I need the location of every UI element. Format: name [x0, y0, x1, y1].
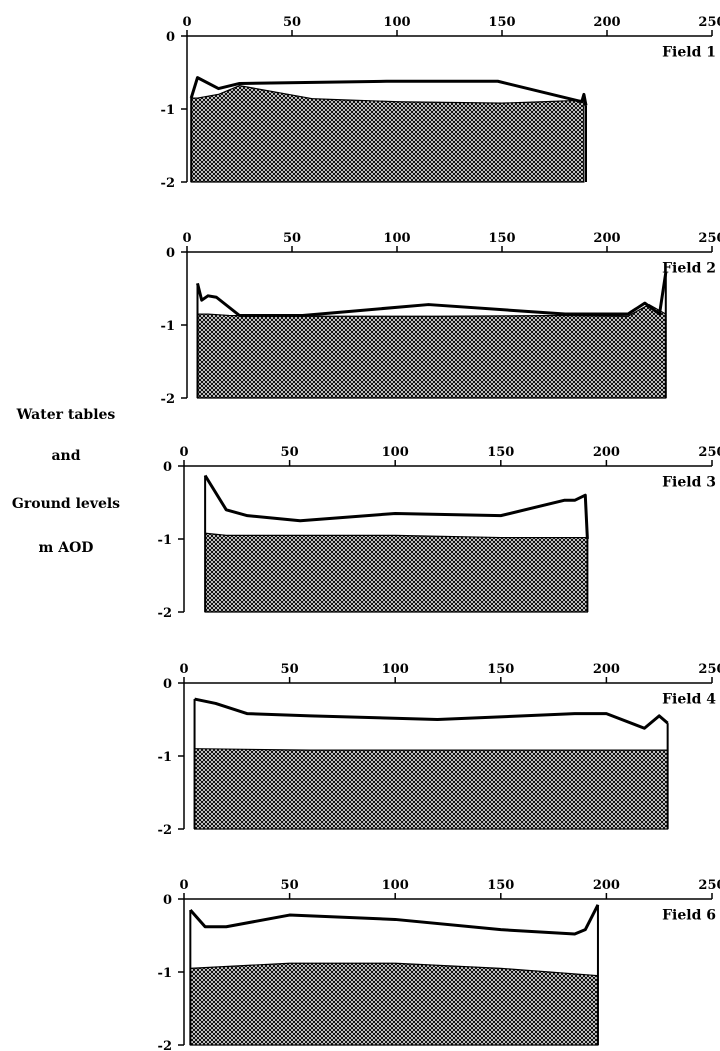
field-panels: 0 50 100 150 200 250 0 -1 -2 Field 1 0 50 100 150 200 2…: [158, 15, 720, 1051]
x-tick-label: 100: [382, 445, 409, 460]
field-panel: 0 50 100 150 200 250 0 -1 -2 Field 2: [161, 231, 720, 407]
ylabel-line: Ground levels: [12, 496, 120, 512]
ground-level-area: [193, 748, 669, 830]
field-label: Field 2: [662, 260, 716, 276]
x-tick-label: 150: [488, 15, 515, 30]
y-tick-label: -2: [158, 1039, 172, 1051]
x-tick-label: 100: [382, 878, 409, 893]
x-tick-label: 0: [179, 878, 188, 893]
x-tick-label: 200: [593, 662, 620, 677]
ground-level-area: [196, 303, 667, 399]
x-tick-label: 0: [182, 231, 191, 246]
x-tick-label: 200: [593, 15, 620, 30]
x-tick-label: 0: [179, 662, 188, 677]
y-tick-label: 0: [163, 893, 172, 908]
water-table-line: [189, 904, 600, 936]
x-tick-label: 250: [698, 445, 720, 460]
y-tick-label: 0: [166, 30, 175, 45]
x-tick-label: 100: [382, 662, 409, 677]
x-tick-label: 50: [281, 878, 299, 893]
ground-level-area: [204, 532, 588, 613]
x-tick-label: 250: [698, 878, 720, 893]
x-tick-label: 250: [698, 662, 720, 677]
y-tick-label: 0: [163, 677, 172, 692]
x-tick-label: 150: [487, 662, 514, 677]
x-tick-label: 150: [488, 231, 515, 246]
water-table-line: [189, 76, 588, 106]
y-tick-label: -2: [161, 392, 175, 407]
y-tick-label: -2: [161, 176, 175, 191]
ylabel-line: and: [51, 448, 80, 464]
ylabel-line: m AOD: [39, 540, 94, 556]
field-panel: 0 50 100 150 200 250 0 -1 -2 Field 6: [158, 878, 720, 1051]
y-tick-label: -1: [161, 103, 175, 118]
water-table-line: [194, 697, 669, 730]
x-tick-label: 50: [281, 445, 299, 460]
water-table-line: [196, 272, 668, 318]
field-label: Field 3: [662, 474, 716, 490]
ylabel-line: Water tables: [16, 407, 116, 423]
field-panel: 0 50 100 150 200 250 0 -1 -2 Field 4: [158, 662, 720, 838]
ground-level-area: [190, 85, 585, 183]
x-tick-label: 50: [283, 231, 301, 246]
field-panel: 0 50 100 150 200 250 0 -1 -2 Field 3: [158, 445, 720, 621]
y-axis-label: Water tables and Ground levels m AOD: [12, 407, 120, 556]
y-tick-label: -2: [158, 823, 172, 838]
water-table-line: [203, 474, 589, 540]
x-tick-label: 100: [383, 231, 410, 246]
ground-level-area: [189, 962, 599, 1046]
y-tick-label: 0: [166, 246, 175, 261]
x-tick-label: 0: [179, 445, 188, 460]
x-tick-label: 150: [487, 878, 514, 893]
x-tick-label: 250: [698, 231, 720, 246]
x-tick-label: 200: [593, 878, 620, 893]
y-tick-label: -2: [158, 606, 172, 621]
x-tick-label: 50: [283, 15, 301, 30]
y-tick-label: -1: [158, 533, 172, 548]
y-tick-label: -1: [161, 319, 175, 334]
x-tick-label: 0: [182, 15, 191, 30]
y-tick-label: 0: [163, 460, 172, 475]
x-tick-label: 50: [281, 662, 299, 677]
y-tick-label: -1: [158, 966, 172, 981]
field-label: Field 4: [662, 691, 716, 707]
field-panel: 0 50 100 150 200 250 0 -1 -2 Field 1: [161, 15, 720, 191]
x-tick-label: 150: [487, 445, 514, 460]
x-tick-label: 200: [593, 231, 620, 246]
field-label: Field 6: [662, 907, 716, 923]
field-label: Field 1: [662, 44, 716, 60]
x-tick-label: 100: [383, 15, 410, 30]
y-tick-label: -1: [158, 750, 172, 765]
x-tick-label: 250: [698, 15, 720, 30]
x-tick-label: 200: [593, 445, 620, 460]
